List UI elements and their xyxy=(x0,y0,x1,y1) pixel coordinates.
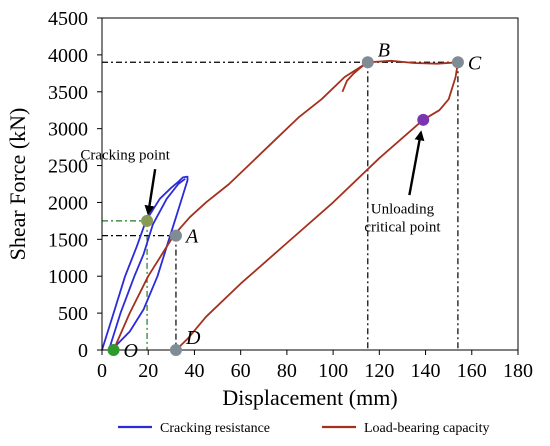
x-tick-label: 120 xyxy=(364,360,394,382)
y-tick-label: 500 xyxy=(58,303,88,325)
y-tick-label: 4000 xyxy=(48,45,88,67)
x-axis-title: Displacement (mm) xyxy=(222,385,397,410)
annotations-group: Cracking point Unloading critical point xyxy=(80,130,441,236)
annotation-arrow xyxy=(408,130,425,196)
series-line xyxy=(101,175,189,351)
point-label: D xyxy=(185,327,201,349)
x-tick-label: 100 xyxy=(318,360,348,382)
data-point-marker xyxy=(169,229,182,242)
x-tick-label: 60 xyxy=(231,360,251,382)
y-axis-title: Shear Force (kN) xyxy=(5,108,30,261)
x-tick-label: 80 xyxy=(277,360,297,382)
annotation-text: Unloading xyxy=(371,202,435,218)
x-tick-label: 40 xyxy=(184,360,204,382)
annotation-arrow xyxy=(144,169,157,216)
y-tick-label: 2500 xyxy=(48,156,88,178)
x-tick-label: 160 xyxy=(457,360,487,382)
point-label: C xyxy=(468,52,482,74)
point-label: O xyxy=(124,340,138,362)
data-point-marker xyxy=(417,113,430,126)
x-tick-label: 20 xyxy=(138,360,158,382)
y-tick-label: 2000 xyxy=(48,192,88,214)
annotation-text: Cracking point xyxy=(80,148,170,164)
axes-group xyxy=(101,17,519,351)
y-tick-label: 4500 xyxy=(48,8,88,30)
data-point-marker xyxy=(361,56,374,69)
legend-label: Cracking resistance xyxy=(160,421,270,436)
x-tick-label: 140 xyxy=(411,360,441,382)
data-point-marker xyxy=(451,56,464,69)
x-tick-label: 0 xyxy=(97,360,107,382)
data-point-marker xyxy=(141,214,154,227)
data-point-marker xyxy=(107,344,120,356)
x-tick-label: 180 xyxy=(503,360,533,382)
points-group: O A B C D xyxy=(107,39,482,362)
annotation-text: critical point xyxy=(364,220,441,236)
y-tick-label: 3000 xyxy=(48,119,88,141)
legend: Cracking resistance Load-bearing capacity xyxy=(118,421,490,436)
y-tick-label: 3500 xyxy=(48,82,88,104)
ticks-group: 0 20 40 60 80 100 120 140 160 180 0 500 1000 1500 2000… xyxy=(48,8,533,382)
y-tick-label: 0 xyxy=(78,340,88,362)
plot-frame xyxy=(101,17,519,351)
point-label: A xyxy=(184,226,199,248)
series-line xyxy=(112,59,459,351)
y-tick-label: 1500 xyxy=(48,229,88,251)
data-point-marker xyxy=(169,344,182,356)
legend-label: Load-bearing capacity xyxy=(364,421,490,436)
point-label: B xyxy=(378,39,390,61)
y-tick-label: 1000 xyxy=(48,266,88,288)
